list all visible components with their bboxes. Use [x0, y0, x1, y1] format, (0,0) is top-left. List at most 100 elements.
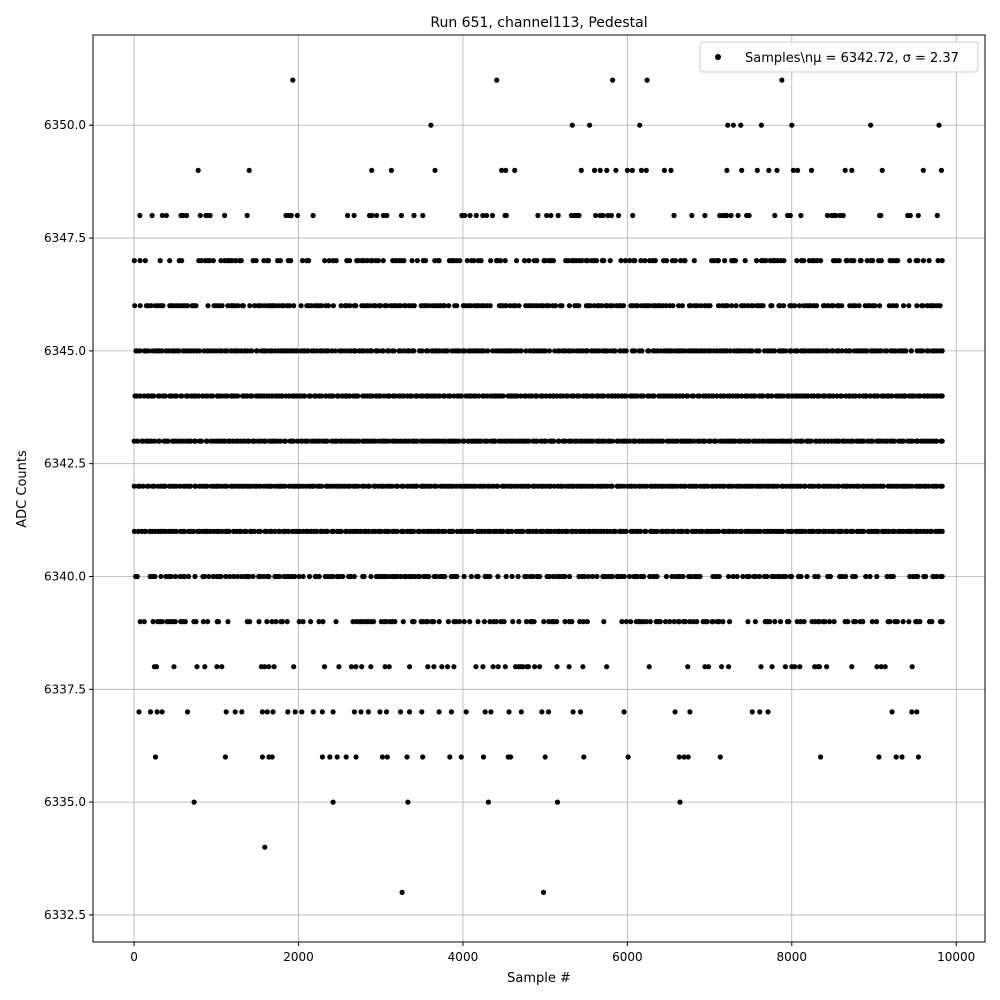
- data-point: [302, 393, 308, 399]
- data-point: [677, 799, 683, 805]
- data-point: [548, 212, 554, 219]
- data-point: [321, 664, 328, 670]
- data-point: [152, 754, 159, 760]
- data-point: [878, 212, 884, 219]
- data-point: [646, 303, 653, 309]
- data-point: [351, 573, 357, 580]
- data-point: [193, 303, 199, 309]
- x-tick-label: 0: [130, 950, 138, 964]
- data-point: [316, 619, 322, 625]
- data-point: [758, 122, 765, 128]
- data-point: [329, 348, 335, 354]
- data-point: [691, 258, 697, 264]
- data-point: [518, 709, 524, 715]
- data-point: [243, 528, 249, 535]
- data-point: [657, 619, 663, 625]
- data-point: [428, 122, 434, 128]
- data-point: [286, 303, 293, 309]
- data-point: [437, 348, 443, 354]
- data-point: [618, 258, 624, 264]
- data-point: [623, 528, 629, 535]
- data-point: [758, 664, 764, 670]
- x-tick-label: 10000: [937, 950, 975, 964]
- data-point: [856, 483, 862, 489]
- data-point: [244, 212, 250, 219]
- data-point: [326, 258, 332, 264]
- data-point: [487, 573, 493, 580]
- data-point: [584, 348, 590, 354]
- data-point: [856, 303, 862, 309]
- data-point: [238, 528, 244, 535]
- data-point: [137, 303, 143, 309]
- data-point: [510, 619, 516, 625]
- data-point: [702, 664, 708, 670]
- data-point: [447, 393, 453, 399]
- data-point: [573, 528, 579, 535]
- data-point: [240, 303, 246, 309]
- data-point: [637, 528, 643, 535]
- data-point: [259, 754, 265, 760]
- data-point: [226, 528, 232, 535]
- data-point: [546, 303, 552, 309]
- data-point: [925, 348, 932, 354]
- data-point: [730, 528, 736, 535]
- data-point: [347, 483, 353, 489]
- data-point: [358, 709, 364, 715]
- x-tick-label: 2000: [283, 950, 314, 964]
- data-point: [552, 303, 559, 309]
- data-point: [601, 258, 607, 264]
- data-point: [815, 573, 821, 580]
- data-point: [184, 212, 190, 219]
- data-point: [749, 348, 755, 354]
- data-point: [257, 528, 263, 535]
- data-point: [272, 528, 278, 535]
- data-point: [939, 393, 945, 399]
- data-point: [792, 303, 798, 309]
- data-point: [844, 258, 851, 264]
- data-point: [173, 393, 180, 399]
- data-point: [299, 709, 305, 715]
- data-point: [371, 619, 377, 625]
- data-point: [639, 348, 645, 354]
- data-point: [284, 619, 290, 625]
- data-point: [547, 573, 553, 580]
- data-point: [622, 258, 629, 264]
- data-point: [379, 754, 385, 760]
- data-point: [502, 258, 508, 264]
- data-point: [441, 303, 448, 309]
- data-point: [581, 754, 587, 760]
- data-point: [834, 393, 840, 399]
- data-point: [151, 438, 157, 444]
- data-point: [699, 528, 705, 535]
- data-point: [386, 348, 392, 354]
- data-point: [544, 212, 550, 219]
- data-point: [372, 303, 378, 309]
- data-point: [903, 348, 909, 354]
- data-point: [369, 258, 375, 264]
- data-point: [205, 619, 211, 625]
- data-point: [385, 528, 392, 535]
- data-point: [458, 393, 464, 399]
- y-axis-label: ADC Counts: [15, 450, 30, 528]
- data-point: [436, 619, 442, 625]
- data-point: [503, 212, 509, 219]
- data-point: [664, 258, 670, 264]
- data-point: [514, 393, 520, 399]
- data-point: [515, 573, 521, 580]
- data-point: [585, 258, 591, 264]
- data-point: [830, 348, 836, 354]
- data-point: [256, 619, 262, 625]
- data-point: [525, 664, 532, 670]
- data-point: [353, 664, 359, 670]
- data-point: [879, 167, 885, 173]
- data-point: [738, 528, 745, 535]
- data-point: [725, 122, 731, 128]
- data-point: [753, 573, 759, 580]
- data-point: [576, 303, 582, 309]
- data-point: [218, 573, 224, 580]
- data-point: [311, 483, 317, 489]
- data-point: [512, 167, 518, 173]
- data-point: [411, 348, 417, 354]
- data-point: [508, 754, 514, 760]
- data-point: [537, 664, 543, 670]
